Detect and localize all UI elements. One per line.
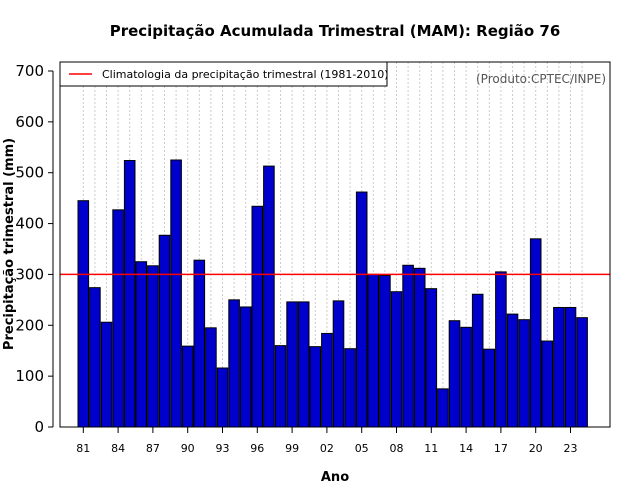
chart-title: Precipitação Acumulada Trimestral (MAM):…	[110, 22, 561, 40]
bar-2024	[576, 317, 588, 428]
y-tick-label: 400	[15, 215, 44, 233]
x-tick-label: 87	[146, 442, 160, 455]
bar-2001	[309, 346, 322, 428]
bar-1996	[251, 205, 264, 428]
bar-2008	[390, 291, 403, 428]
bar-2016	[483, 348, 496, 428]
y-tick-label: 0	[34, 418, 44, 436]
bar-1997	[263, 165, 275, 428]
bars	[77, 159, 588, 428]
x-tick-label: 81	[76, 442, 90, 455]
x-tick-label: 02	[320, 442, 334, 455]
y-tick-label: 700	[15, 62, 44, 80]
x-tick-label: 11	[424, 442, 438, 455]
y-tick-label: 300	[15, 265, 44, 283]
legend-box	[59, 61, 388, 87]
x-tick-label: 93	[216, 442, 230, 455]
legend: Climatologia da precipitação trimestral …	[59, 61, 389, 87]
x-tick-label: 90	[181, 442, 195, 455]
bar-2018	[506, 313, 519, 428]
x-axis: 81 84 87 90 93 96 99 02 05 08 11 14 17 20 23	[76, 427, 578, 455]
y-tick-label: 100	[15, 367, 44, 385]
bar-2009	[402, 264, 414, 428]
bar-1987	[147, 265, 159, 428]
bar-1999	[286, 301, 298, 428]
bar-1990	[181, 345, 194, 428]
bar-2010	[413, 267, 426, 428]
x-tick-label: 20	[529, 442, 543, 455]
bar-1998	[274, 345, 287, 428]
bar-2014	[460, 326, 472, 428]
bar-2013	[448, 320, 461, 428]
y-tick-label: 200	[15, 316, 44, 334]
bar-1989	[170, 159, 182, 428]
bar-1995	[239, 306, 252, 428]
bar-2002	[321, 332, 333, 428]
x-tick-label: 05	[355, 442, 369, 455]
bar-2020	[529, 238, 542, 428]
bar-1982	[89, 287, 101, 428]
y-axis-label: Precipitação trimestral (mm)	[2, 138, 17, 350]
x-tick-label: 23	[564, 442, 578, 455]
bar-2007	[379, 274, 391, 428]
bar-2017	[495, 271, 507, 428]
x-tick-label: 84	[111, 442, 125, 455]
x-axis-label: Ano	[321, 470, 349, 485]
bar-2006	[367, 273, 380, 428]
x-tick-label: 17	[494, 442, 508, 455]
x-tick-label: 14	[459, 442, 473, 455]
y-tick-label: 500	[15, 164, 44, 182]
bar-1992	[205, 327, 217, 428]
x-tick-label: 08	[390, 442, 404, 455]
y-tick-label: 600	[15, 113, 44, 131]
bar-2022	[553, 306, 565, 428]
bar-2015	[471, 293, 484, 428]
bar-2003	[332, 300, 345, 428]
bar-2023	[564, 306, 577, 428]
y-axis: 0 100 200 300 400 500 600 700	[15, 62, 54, 436]
x-tick-label: 99	[285, 442, 299, 455]
bar-1994	[228, 299, 240, 428]
bar-2012	[437, 388, 449, 428]
credit-label: (Produto:CPTEC/INPE)	[476, 72, 606, 86]
bar-2004	[344, 348, 356, 428]
bar-2011	[425, 288, 438, 428]
bar-1983	[100, 321, 113, 428]
bar-2005	[355, 191, 368, 428]
bar-1991	[193, 259, 206, 428]
bar-2019	[518, 319, 530, 428]
bar-1981	[77, 200, 90, 428]
bar-1993	[216, 367, 229, 428]
bar-2000	[297, 301, 310, 428]
legend-label: Climatologia da precipitação trimestral …	[102, 68, 389, 81]
bar-1986	[135, 261, 148, 428]
bar-1984	[112, 209, 124, 428]
bar-1985	[123, 160, 136, 428]
x-tick-label: 96	[250, 442, 264, 455]
bar-2021	[541, 340, 554, 428]
bar-1988	[158, 234, 171, 428]
